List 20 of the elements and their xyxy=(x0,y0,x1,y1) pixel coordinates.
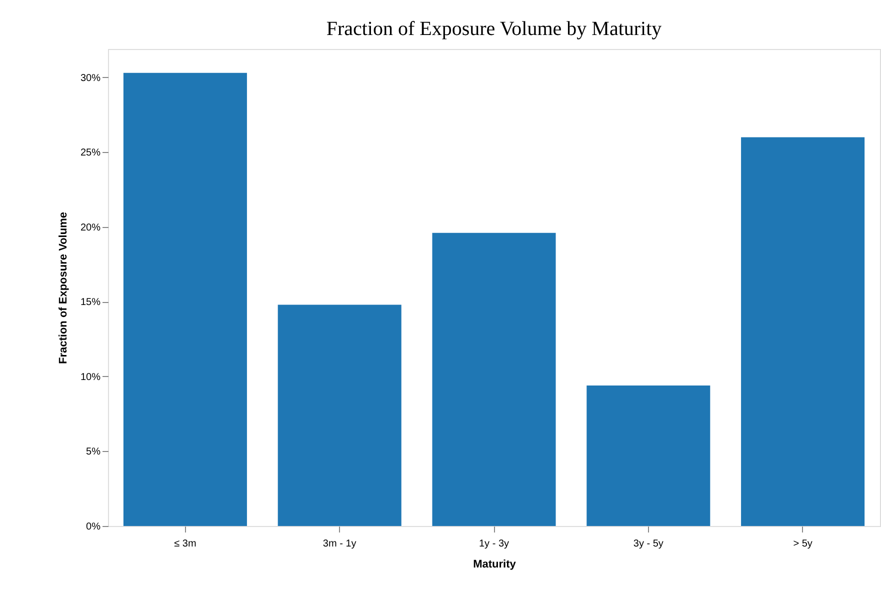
bar xyxy=(123,72,247,526)
x-tick-label: ≤ 3m xyxy=(174,538,196,550)
y-tick-label: 10% xyxy=(80,372,101,383)
bar xyxy=(586,385,710,526)
y-tick-label: 20% xyxy=(80,222,101,234)
x-axis-title: Maturity xyxy=(473,558,517,570)
chart-title: Fraction of Exposure Volume by Maturity xyxy=(326,18,662,40)
y-tick-label: 25% xyxy=(80,148,101,159)
x-tick-label: 3y - 5y xyxy=(633,538,664,550)
y-tick-label: 5% xyxy=(86,446,101,458)
x-tick-label: > 5y xyxy=(793,538,812,550)
x-tick-label: 3m - 1y xyxy=(322,538,356,550)
y-axis-title: Fraction of Exposure Volume xyxy=(57,212,70,364)
bar xyxy=(432,232,556,526)
bar xyxy=(278,304,402,526)
y-tick-label: 0% xyxy=(86,522,101,532)
y-tick-label: 30% xyxy=(80,72,101,84)
bar xyxy=(741,137,865,526)
y-tick-label: 15% xyxy=(80,297,101,308)
x-tick-label: 1y - 3y xyxy=(478,538,510,550)
